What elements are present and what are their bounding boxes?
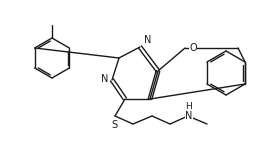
Text: N: N	[144, 35, 151, 45]
Text: N: N	[101, 74, 108, 84]
Text: S: S	[111, 120, 117, 130]
Text: N: N	[185, 111, 193, 121]
Text: O: O	[189, 43, 197, 53]
Text: H: H	[186, 102, 193, 111]
